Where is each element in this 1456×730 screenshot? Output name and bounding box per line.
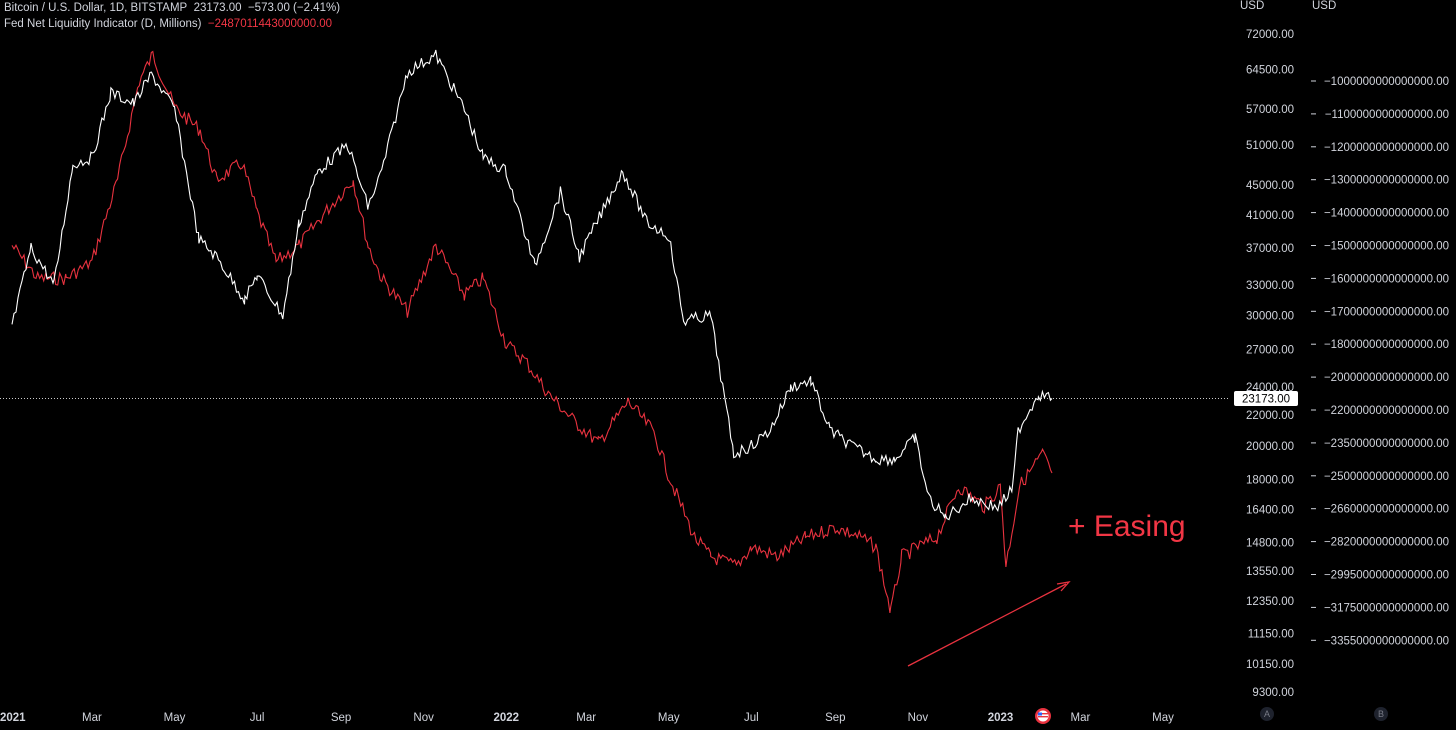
btc-tick-label: 37000.00 bbox=[1246, 243, 1294, 255]
btc-tick-label: 13550.00 bbox=[1246, 566, 1294, 578]
x-tick-label: May bbox=[1152, 712, 1174, 724]
scale-button-a[interactable]: A bbox=[1260, 707, 1274, 721]
x-tick-label: Sep bbox=[331, 712, 351, 724]
liquidity-tick-label: −1600000000000000.00 bbox=[1324, 273, 1449, 285]
legend-symbol[interactable]: Bitcoin / U.S. Dollar, 1D, BITSTAMP bbox=[4, 2, 188, 14]
x-tick-label: Mar bbox=[1070, 712, 1090, 724]
btc-axis-currency: USD bbox=[1240, 0, 1265, 12]
btc-tick-label: 12350.00 bbox=[1246, 596, 1294, 608]
last-price-badge: 23173.00 bbox=[1234, 390, 1298, 406]
liquidity-tick-label: −1500000000000000.00 bbox=[1324, 241, 1449, 253]
btc-tick-label: 20000.00 bbox=[1246, 441, 1294, 453]
legend-change: −573.00 (−2.41%) bbox=[247, 2, 341, 14]
x-tick-label: 2021 bbox=[0, 712, 26, 724]
btc-tick-label: 51000.00 bbox=[1246, 140, 1294, 152]
liquidity-tick-label: −2200000000000000.00 bbox=[1324, 405, 1449, 417]
liquidity-series bbox=[11, 50, 1053, 613]
liquidity-tick-label: −1400000000000000.00 bbox=[1324, 208, 1449, 220]
btc-tick-label: 33000.00 bbox=[1246, 280, 1294, 292]
btc-tick-label: 30000.00 bbox=[1246, 310, 1294, 322]
btc-series bbox=[11, 49, 1053, 521]
x-tick-label: Mar bbox=[82, 712, 102, 724]
btc-tick-label: 72000.00 bbox=[1246, 29, 1294, 41]
legend-indicator-row: Fed Net Liquidity Indicator (D, Millions… bbox=[4, 18, 332, 30]
scale-button-b[interactable]: B bbox=[1374, 707, 1388, 721]
x-tick-label: Jul bbox=[744, 712, 759, 724]
x-tick-label: Sep bbox=[825, 712, 845, 724]
easing-annotation: + Easing bbox=[1068, 510, 1186, 543]
liquidity-tick-label: −1300000000000000.00 bbox=[1324, 175, 1449, 187]
liquidity-tick-label: −3355000000000000.00 bbox=[1324, 635, 1449, 647]
btc-line bbox=[11, 49, 1053, 521]
legend-indicator-name[interactable]: Fed Net Liquidity Indicator (D, Millions… bbox=[4, 18, 202, 30]
x-tick-label: 2022 bbox=[493, 712, 519, 724]
liquidity-tick-label: −3175000000000000.00 bbox=[1324, 602, 1449, 614]
liquidity-tick-label: −1000000000000000.00 bbox=[1324, 76, 1449, 88]
btc-tick-label: 18000.00 bbox=[1246, 475, 1294, 487]
legend-indicator-value: −2487011443000000.00 bbox=[207, 18, 333, 30]
trend-arrow bbox=[907, 581, 1071, 667]
btc-tick-label: 22000.00 bbox=[1246, 410, 1294, 422]
btc-tick-label: 10150.00 bbox=[1246, 659, 1294, 671]
x-tick-label: 2023 bbox=[988, 712, 1014, 724]
liquidity-line bbox=[11, 50, 1053, 613]
btc-tick-label: 14800.00 bbox=[1246, 538, 1294, 550]
x-tick-label: Nov bbox=[413, 712, 434, 724]
liquidity-tick-label: −2820000000000000.00 bbox=[1324, 537, 1449, 549]
btc-tick-label: 64500.00 bbox=[1246, 64, 1294, 76]
liquidity-tick-label: −1100000000000000.00 bbox=[1325, 109, 1449, 121]
btc-tick-label: 9300.00 bbox=[1252, 687, 1294, 699]
legend-last-price: 23173.00 bbox=[193, 2, 242, 14]
btc-tick-label: 27000.00 bbox=[1246, 344, 1294, 356]
x-tick-label: Jul bbox=[250, 712, 265, 724]
us-flag-icon[interactable] bbox=[1032, 707, 1054, 725]
btc-tick-label: 16400.00 bbox=[1246, 505, 1294, 517]
liquidity-tick-label: −1200000000000000.00 bbox=[1324, 142, 1449, 154]
btc-tick-label: 41000.00 bbox=[1246, 210, 1294, 222]
liquidity-tick-label: −1700000000000000.00 bbox=[1324, 306, 1449, 318]
x-tick-label: May bbox=[658, 712, 680, 724]
x-tick-label: May bbox=[164, 712, 186, 724]
btc-price-axis[interactable]: 72000.00 64500.00 57000.00 51000.00 45000.00… bbox=[1246, 29, 1294, 699]
x-tick-label: Mar bbox=[576, 712, 596, 724]
btc-tick-label: 45000.00 bbox=[1246, 180, 1294, 192]
x-tick-label: Nov bbox=[908, 712, 929, 724]
liquidity-axis-currency: USD bbox=[1312, 0, 1337, 12]
legend-symbol-row: Bitcoin / U.S. Dollar, 1D, BITSTAMP 2317… bbox=[4, 2, 340, 14]
svg-text:23173.00: 23173.00 bbox=[1242, 393, 1290, 405]
btc-tick-label: 11150.00 bbox=[1248, 629, 1294, 641]
x-axis[interactable]: 2021 Mar May Jul Sep Nov 2022 Mar May Jul Sep Nov 20… bbox=[0, 712, 1174, 724]
liquidity-tick-label: −2000000000000000.00 bbox=[1324, 372, 1449, 384]
liquidity-tick-label: −2500000000000000.00 bbox=[1324, 471, 1449, 483]
liquidity-tick-label: −2350000000000000.00 bbox=[1324, 438, 1449, 450]
btc-tick-label: 57000.00 bbox=[1246, 104, 1294, 116]
liquidity-tick-label: −2995000000000000.00 bbox=[1324, 570, 1449, 582]
liquidity-tick-label: −1800000000000000.00 bbox=[1324, 339, 1449, 351]
liquidity-axis[interactable]: −1000000000000000.00 −1100000000000000.00… bbox=[1311, 76, 1449, 647]
liquidity-tick-label: −2660000000000000.00 bbox=[1324, 504, 1449, 516]
